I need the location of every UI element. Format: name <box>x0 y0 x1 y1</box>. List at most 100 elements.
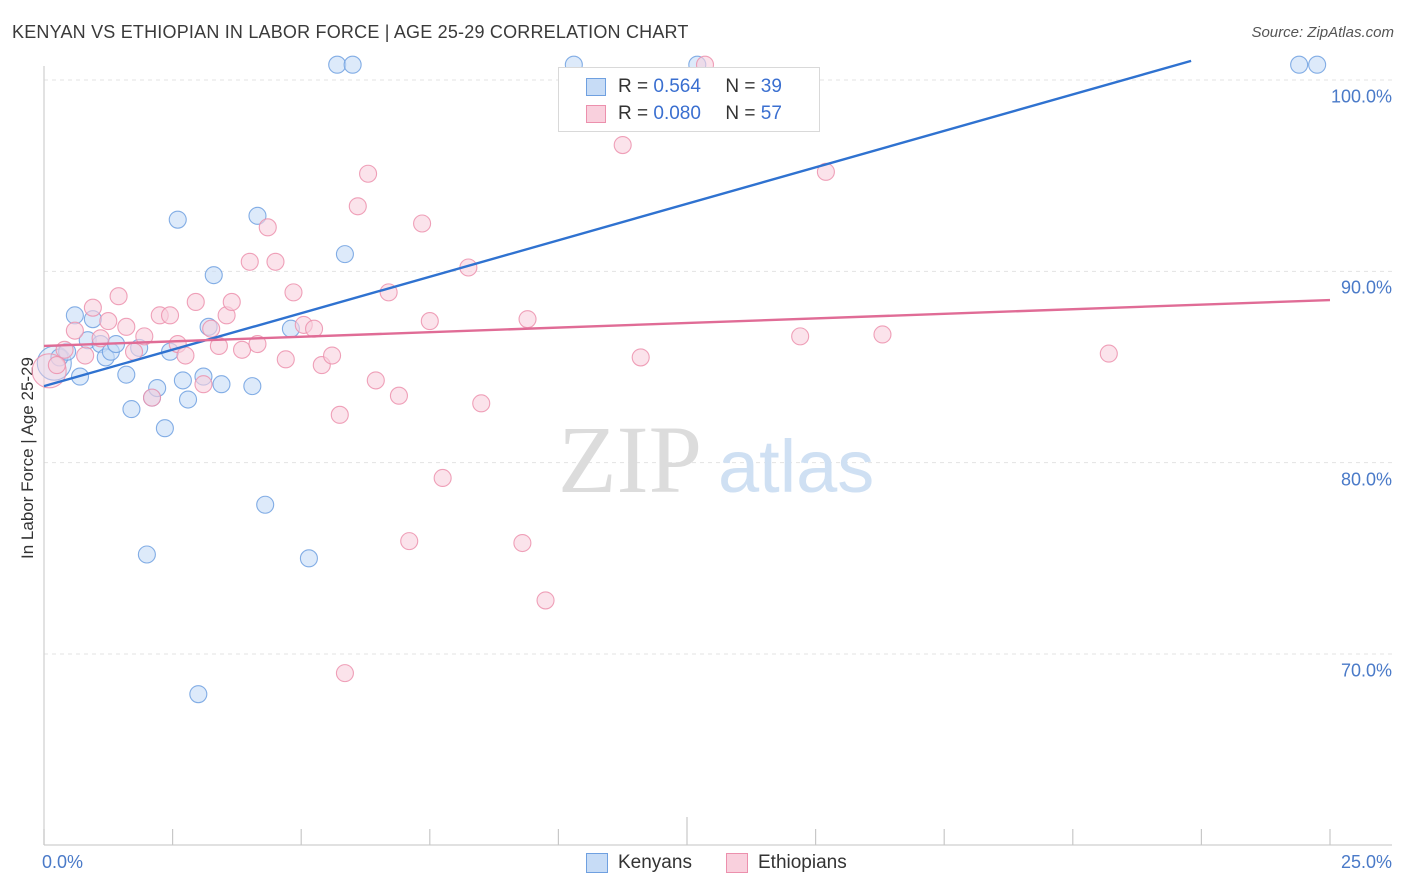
ethiopian-point <box>248 334 267 354</box>
ethiopian-point <box>413 214 432 233</box>
ethiopian-point <box>91 329 110 348</box>
n-label: N = <box>725 103 756 124</box>
ethiopian-point <box>472 394 491 413</box>
gridlines <box>44 79 1392 655</box>
kenyan-point <box>256 495 275 514</box>
ethiopian-point <box>536 591 555 610</box>
ethiopian-point <box>266 252 285 271</box>
ethiopian-point <box>194 375 213 394</box>
kenyan-point <box>1290 55 1309 74</box>
x-tick-min: 0.0% <box>42 852 84 872</box>
kenyan-point <box>155 419 174 438</box>
ethiopian-point <box>232 340 252 359</box>
ethiopians-n-value: 57 <box>760 103 782 124</box>
watermark: ZIP atlas <box>558 406 874 513</box>
ethiopian-point <box>359 164 378 183</box>
ethiopian-point <box>389 386 408 405</box>
ethiopian-point <box>135 327 154 346</box>
ethiopian-point <box>222 292 241 311</box>
kenyan-point <box>178 390 198 409</box>
ethiopian-point <box>117 317 136 336</box>
ethiopian-point <box>323 346 342 365</box>
kenyan-point <box>189 685 208 704</box>
ethiopian-point <box>518 310 537 329</box>
kenyan-point <box>328 55 347 74</box>
ethiopian-point <box>47 356 66 375</box>
kenyan-point <box>299 549 318 568</box>
legend-row-kenyans: R = 0.564 N = 39 <box>559 74 782 100</box>
kenyan-point <box>212 375 231 394</box>
ethiopians-legend-swatch <box>726 853 748 873</box>
x-tick-max: 25.0% <box>1340 852 1392 872</box>
ethiopian-point <box>76 346 95 365</box>
y-tick-label: 90.0% <box>1340 277 1392 298</box>
r-label: R = <box>618 76 649 97</box>
kenyan-point <box>137 545 156 564</box>
bottom-legend-ethiopians: Ethiopians <box>726 852 847 874</box>
kenyans-legend-swatch <box>586 853 608 873</box>
ethiopian-point <box>400 532 419 551</box>
ethiopian-point <box>160 306 180 325</box>
ethiopians-swatch <box>586 105 606 123</box>
kenyan-point <box>248 206 267 225</box>
kenyan-point <box>122 400 141 419</box>
kenyan-point <box>65 306 84 325</box>
ethiopian-point <box>631 348 650 367</box>
ethiopians-trend-line <box>43 298 1331 348</box>
chart-source: Source: ZipAtlas.com <box>1251 24 1394 41</box>
y-tick-label: 100.0% <box>1330 86 1392 107</box>
ethiopian-point <box>366 371 385 390</box>
kenyans-swatch <box>586 78 606 96</box>
ethiopian-point <box>1099 344 1118 363</box>
ethiopian-point <box>202 319 221 338</box>
correlation-legend: R = 0.564 N = 39 R = 0.080 N = 57 <box>558 67 820 132</box>
ethiopian-point <box>258 218 277 237</box>
ethiopian-point <box>99 312 118 331</box>
ethiopian-point <box>330 405 349 424</box>
kenyan-point <box>335 245 354 264</box>
ethiopian-point <box>420 312 439 331</box>
ethiopian-point <box>109 287 128 306</box>
axes <box>43 66 1392 846</box>
ethiopian-point <box>513 533 532 553</box>
kenyans-n-value: 39 <box>760 76 782 97</box>
n-label: N = <box>725 76 756 97</box>
ethiopian-point <box>613 136 632 155</box>
watermark-zip: ZIP <box>558 406 702 513</box>
watermark-atlas: atlas <box>718 425 874 508</box>
ethiopian-point <box>305 319 324 338</box>
r-label: R = <box>618 103 649 124</box>
ethiopian-point <box>176 346 195 365</box>
ethiopian-point <box>433 468 452 488</box>
y-tick-label: 80.0% <box>1340 469 1392 490</box>
kenyan-point <box>343 55 362 74</box>
ethiopian-point <box>284 283 303 302</box>
kenyan-point <box>173 371 192 390</box>
kenyan-point <box>117 365 136 384</box>
ethiopian-point <box>276 350 295 369</box>
ethiopians-r-value: 0.080 <box>653 103 701 124</box>
chart-title: KENYAN VS ETHIOPIAN IN LABOR FORCE | AGE… <box>12 22 689 42</box>
kenyan-point <box>1308 55 1327 74</box>
kenyan-point <box>243 377 262 396</box>
kenyan-point <box>204 266 223 285</box>
legend-row-ethiopians: R = 0.080 N = 57 <box>559 101 782 127</box>
ethiopian-point <box>83 298 102 317</box>
ethiopian-point <box>124 342 144 361</box>
ethiopian-point <box>240 252 259 271</box>
kenyans-r-value: 0.564 <box>653 76 701 97</box>
kenyans-legend-label: Kenyans <box>618 852 692 873</box>
ethiopians-legend-label: Ethiopians <box>758 852 847 873</box>
kenyans-trend-line <box>43 59 1192 388</box>
bottom-legend-kenyans: Kenyans <box>586 852 692 874</box>
ethiopian-point <box>873 325 892 344</box>
y-tick-label: 70.0% <box>1340 660 1392 681</box>
ethiopian-point <box>142 388 162 407</box>
ethiopian-point <box>348 197 367 216</box>
kenyan-point <box>168 210 187 229</box>
ethiopian-point <box>335 664 354 683</box>
ethiopian-point <box>186 292 205 311</box>
ethiopian-point <box>65 321 84 340</box>
ethiopian-point <box>791 327 810 346</box>
